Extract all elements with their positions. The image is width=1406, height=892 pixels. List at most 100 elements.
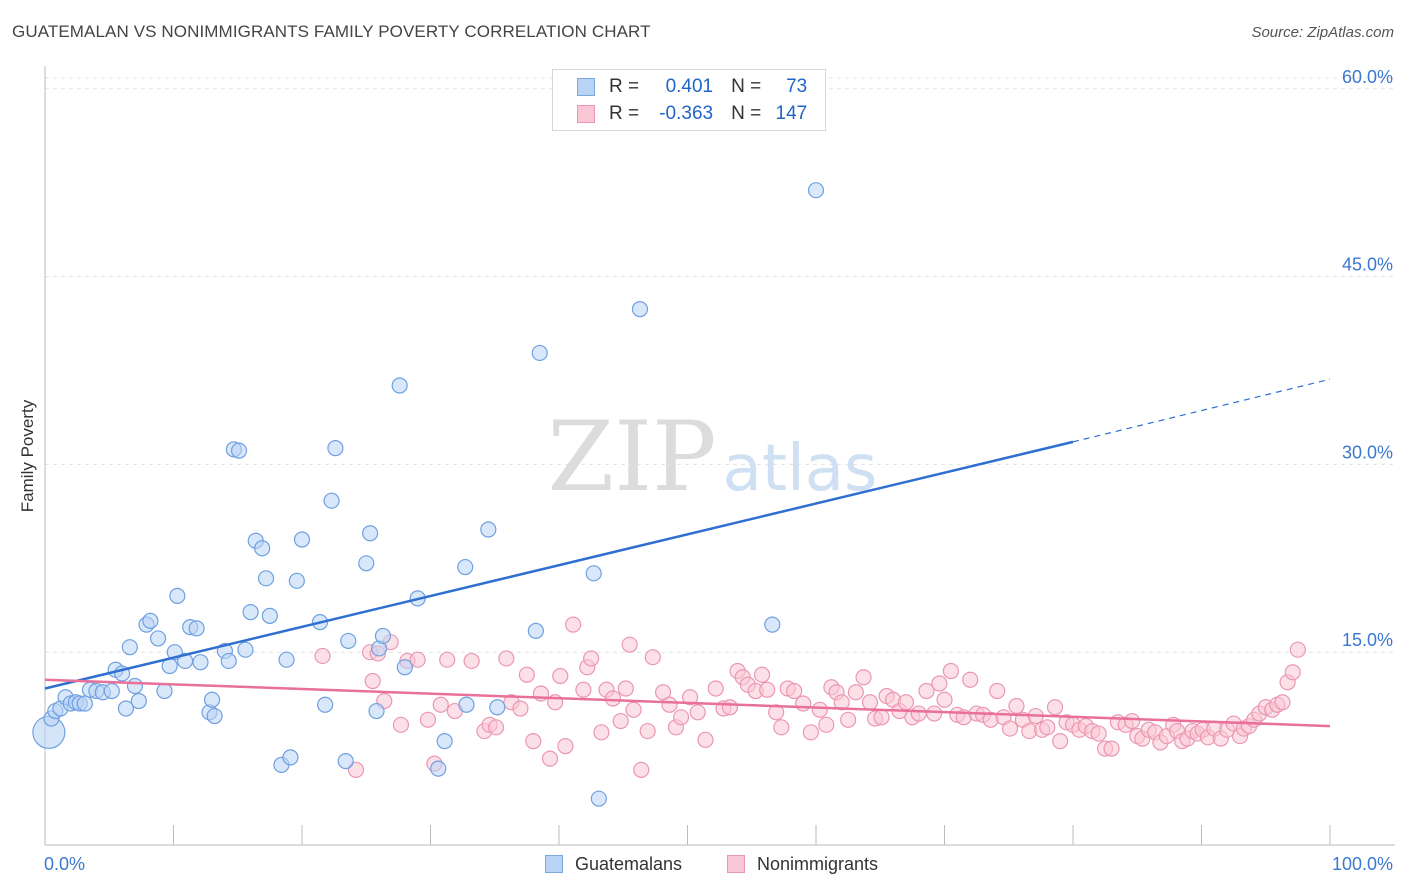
nonimmigrant-point bbox=[768, 704, 785, 721]
nonimmigrant-point bbox=[439, 651, 456, 668]
legend-row-guatemalans: R = 0.401 N = 73 bbox=[577, 75, 807, 99]
guatemalan-point bbox=[142, 612, 159, 629]
nonimmigrant-point bbox=[314, 647, 331, 665]
nonimmigrant-point bbox=[654, 684, 672, 701]
nonimmigrant-point bbox=[847, 684, 864, 701]
guatemalan-point bbox=[374, 627, 392, 645]
nonimmigrant-point bbox=[347, 761, 365, 778]
nonimmigrant-point bbox=[541, 750, 559, 767]
nonimmigrant-point bbox=[697, 731, 714, 748]
nonimmigrant-point bbox=[583, 650, 600, 667]
legend-row-nonimmigrants: R = -0.363 N = 147 bbox=[577, 102, 807, 126]
guatemalan-point bbox=[368, 702, 385, 720]
legend-r-label: R = bbox=[609, 76, 640, 97]
nonimmigrant-point bbox=[759, 681, 776, 698]
nonimmigrant-point bbox=[409, 651, 426, 668]
nonimmigrant-point bbox=[926, 705, 943, 722]
nonimmigrant-point bbox=[487, 719, 505, 736]
guatemalan-point bbox=[220, 652, 237, 670]
legend-r-value: -0.363 bbox=[659, 103, 714, 124]
guatemalan-point bbox=[337, 753, 354, 770]
nonimmigrant-point bbox=[661, 696, 678, 713]
nonimmigrant-point bbox=[681, 689, 699, 706]
nonimmigrant-point bbox=[512, 700, 529, 717]
guatemalan-point bbox=[531, 344, 548, 362]
y-tick-label: 30.0% bbox=[1342, 442, 1393, 462]
nonimmigrant-point bbox=[811, 701, 828, 718]
legend-n-label: N = bbox=[731, 103, 762, 124]
bottom-legend-label: Nonimmigrants bbox=[757, 853, 879, 874]
nonimmigrant-point bbox=[1103, 740, 1120, 757]
guatemalan-point bbox=[358, 555, 375, 572]
legend-swatch-blue bbox=[577, 78, 595, 96]
legend-r-value: 0.401 bbox=[665, 76, 714, 97]
nonimmigrant-point bbox=[552, 667, 569, 685]
nonimmigrant-point bbox=[795, 695, 812, 712]
guatemalan-point bbox=[282, 749, 299, 766]
legend-swatch-pink bbox=[577, 105, 595, 123]
nonimmigrant-point bbox=[1046, 699, 1064, 716]
nonimmigrant-point bbox=[565, 616, 582, 633]
guatemalan-point bbox=[206, 707, 223, 725]
guatemalan-point bbox=[278, 651, 295, 668]
nonimmigrant-point bbox=[910, 705, 927, 722]
guatemalan-trend-line bbox=[44, 440, 1074, 690]
guatemalan-point bbox=[237, 641, 254, 658]
guatemalan-point bbox=[458, 696, 475, 713]
y-tick-label: 45.0% bbox=[1342, 255, 1393, 275]
nonimmigrant-point bbox=[818, 716, 835, 733]
nonimmigrant-point bbox=[1274, 694, 1291, 711]
nonimmigrant-point bbox=[931, 675, 948, 692]
nonimmigrant-point bbox=[392, 716, 410, 733]
guatemalan-point bbox=[103, 682, 120, 700]
nonimmigrant-point bbox=[1052, 732, 1069, 750]
guatemalan-point bbox=[807, 182, 825, 199]
chart-title: GUATEMALAN VS NONIMMIGRANTS FAMILY POVER… bbox=[12, 22, 651, 41]
nonimmigrant-point bbox=[721, 699, 739, 716]
guatemalan-point bbox=[293, 531, 311, 548]
nonimmigrant-point bbox=[1039, 719, 1056, 736]
nonimmigrant-point bbox=[873, 709, 890, 726]
chart-source: Source: ZipAtlas.com bbox=[1251, 24, 1394, 41]
guatemalan-point bbox=[631, 301, 649, 318]
x-tick-label: 0.0% bbox=[44, 854, 85, 874]
nonimmigrant-point bbox=[1124, 712, 1141, 730]
nonimmigrant-point bbox=[518, 666, 535, 683]
bottom-legend-guatemalans: Guatemalans bbox=[545, 852, 682, 876]
guatemalan-point bbox=[117, 700, 135, 717]
y-tick-label: 60.0% bbox=[1342, 67, 1393, 87]
nonimmigrant-point bbox=[625, 701, 642, 718]
nonimmigrant-point bbox=[773, 719, 790, 736]
guatemalan-point bbox=[323, 492, 340, 509]
nonimmigrant-point bbox=[942, 662, 960, 680]
nonimmigrant-point bbox=[1001, 720, 1019, 737]
nonimmigrant-point bbox=[419, 711, 437, 728]
nonimmigrant-point bbox=[432, 696, 449, 713]
watermark-atlas: atlas bbox=[723, 432, 878, 506]
guatemalan-point bbox=[156, 682, 173, 700]
nonimmigrant-point bbox=[689, 704, 706, 721]
nonimmigrant-point bbox=[962, 671, 979, 688]
nonimmigrant-point bbox=[1289, 641, 1306, 658]
y-tick-label: 15.0% bbox=[1342, 630, 1393, 650]
stats-legend: R = 0.401 N = 73 R = -0.363 N = 147 bbox=[552, 69, 826, 131]
x-tick-label: 100.0% bbox=[1332, 854, 1393, 874]
nonimmigrant-point bbox=[575, 681, 592, 698]
nonimmigrant-point bbox=[672, 709, 690, 726]
nonimmigrant-point bbox=[833, 694, 850, 711]
guatemalan-point bbox=[149, 630, 167, 647]
guatemalan-point bbox=[489, 699, 506, 716]
guatemalan-point bbox=[396, 659, 413, 676]
nonimmigrant-point bbox=[525, 732, 542, 750]
nonimmigrant-point bbox=[855, 669, 872, 686]
guatemalan-point bbox=[130, 692, 147, 710]
guatemalan-point bbox=[169, 587, 186, 604]
grid-lines bbox=[45, 77, 1395, 653]
guatemalan-point bbox=[230, 442, 248, 459]
nonimmigrant-point bbox=[1008, 697, 1025, 715]
nonimmigrant-point bbox=[621, 636, 638, 653]
trend-lines bbox=[44, 378, 1331, 728]
guatemalan-point bbox=[480, 521, 497, 538]
bottom-legend-label: Guatemalans bbox=[575, 853, 683, 874]
